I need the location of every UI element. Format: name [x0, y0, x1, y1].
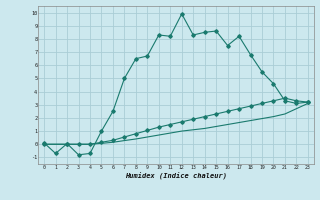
X-axis label: Humidex (Indice chaleur): Humidex (Indice chaleur)	[125, 172, 227, 180]
